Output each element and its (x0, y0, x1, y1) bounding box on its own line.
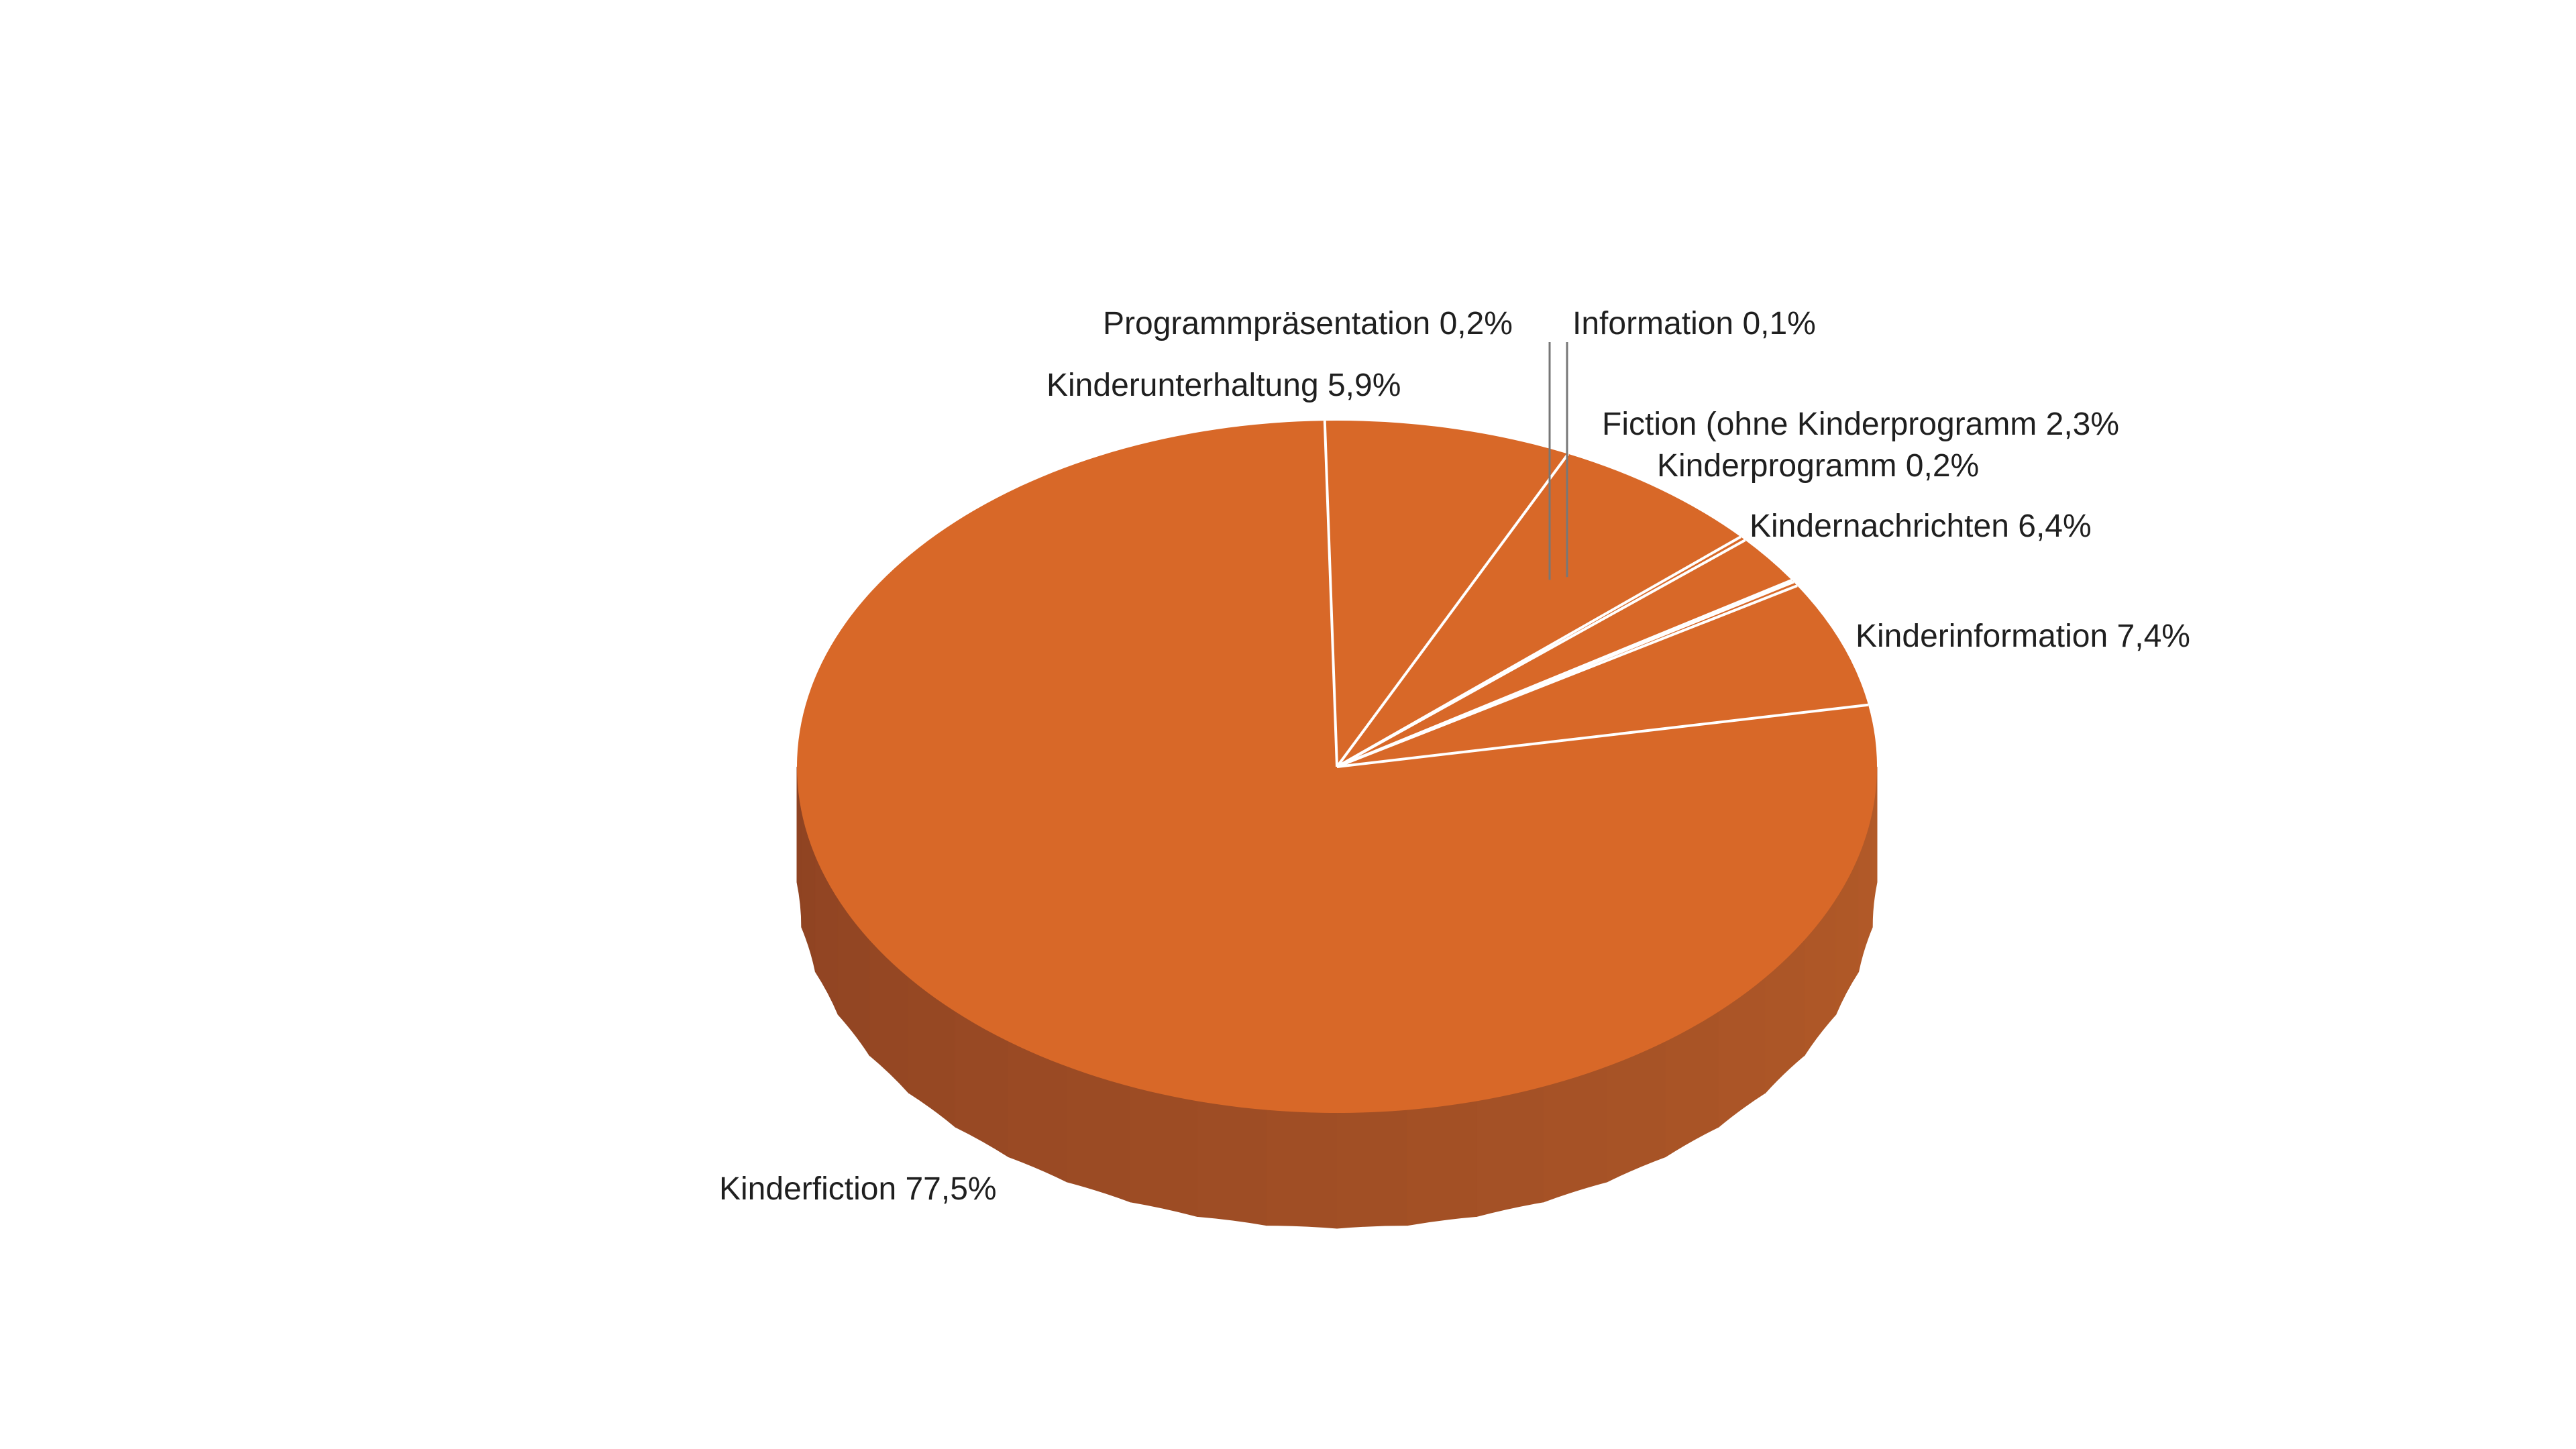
pie-slice-kindernachrichten (1337, 453, 1741, 767)
slice-label-information: Information 0,1% (1572, 306, 1816, 341)
slice-label-programmpraesentation: Programmpräsentation 0,2% (1103, 306, 1513, 341)
pie-slice-kinderunterhaltung (1337, 586, 1869, 767)
slice-label-kinderinformation: Kinderinformation 7,4% (1856, 619, 2190, 654)
slice-label-kinderunterhaltung: Kinderunterhaltung 5,9% (1046, 368, 1401, 403)
pie-leader-layer (1548, 342, 1568, 580)
slice-separator (1336, 453, 1570, 768)
pie-side-segment (1130, 1086, 1198, 1218)
slice-label-kindernachrichten: Kindernachrichten 6,4% (1750, 508, 2092, 544)
pie-label-layer: Kinderfiction 77,5% Kinderunterhaltung 5… (719, 306, 2190, 1207)
slice-label-fiction-ohne-kinderprogramm: Fiction (ohne Kinderprogramm 2,3% (1602, 407, 2119, 442)
slice-separator (1336, 535, 1741, 768)
slice-label-kinderfiction: Kinderfiction 77,5% (719, 1171, 997, 1207)
pie-side-segment (1336, 1110, 1408, 1229)
pie-slice-kinderinformation (1324, 420, 1568, 767)
slice-separator (1323, 421, 1338, 767)
slice-separator (1336, 578, 1792, 768)
pie-slice-kinderfiction (796, 421, 1877, 1113)
pie-side-segment (1476, 1086, 1544, 1218)
pie-side-layer (796, 766, 1878, 1229)
pie-side-segment (1266, 1110, 1338, 1229)
pie-side-segment (1543, 1066, 1607, 1203)
pie-separator-layer (1323, 421, 1869, 768)
pie-side-segment (1407, 1100, 1477, 1226)
pie-side-segment (1197, 1100, 1267, 1226)
slice-label-kinderprogramm: Kinderprogramm 0,2% (1657, 448, 1979, 484)
pie-side-segment (1067, 1066, 1131, 1203)
slice-separator (1336, 703, 1869, 768)
pie-slice-fiction-ohne-kinderprogramm (1337, 540, 1792, 767)
